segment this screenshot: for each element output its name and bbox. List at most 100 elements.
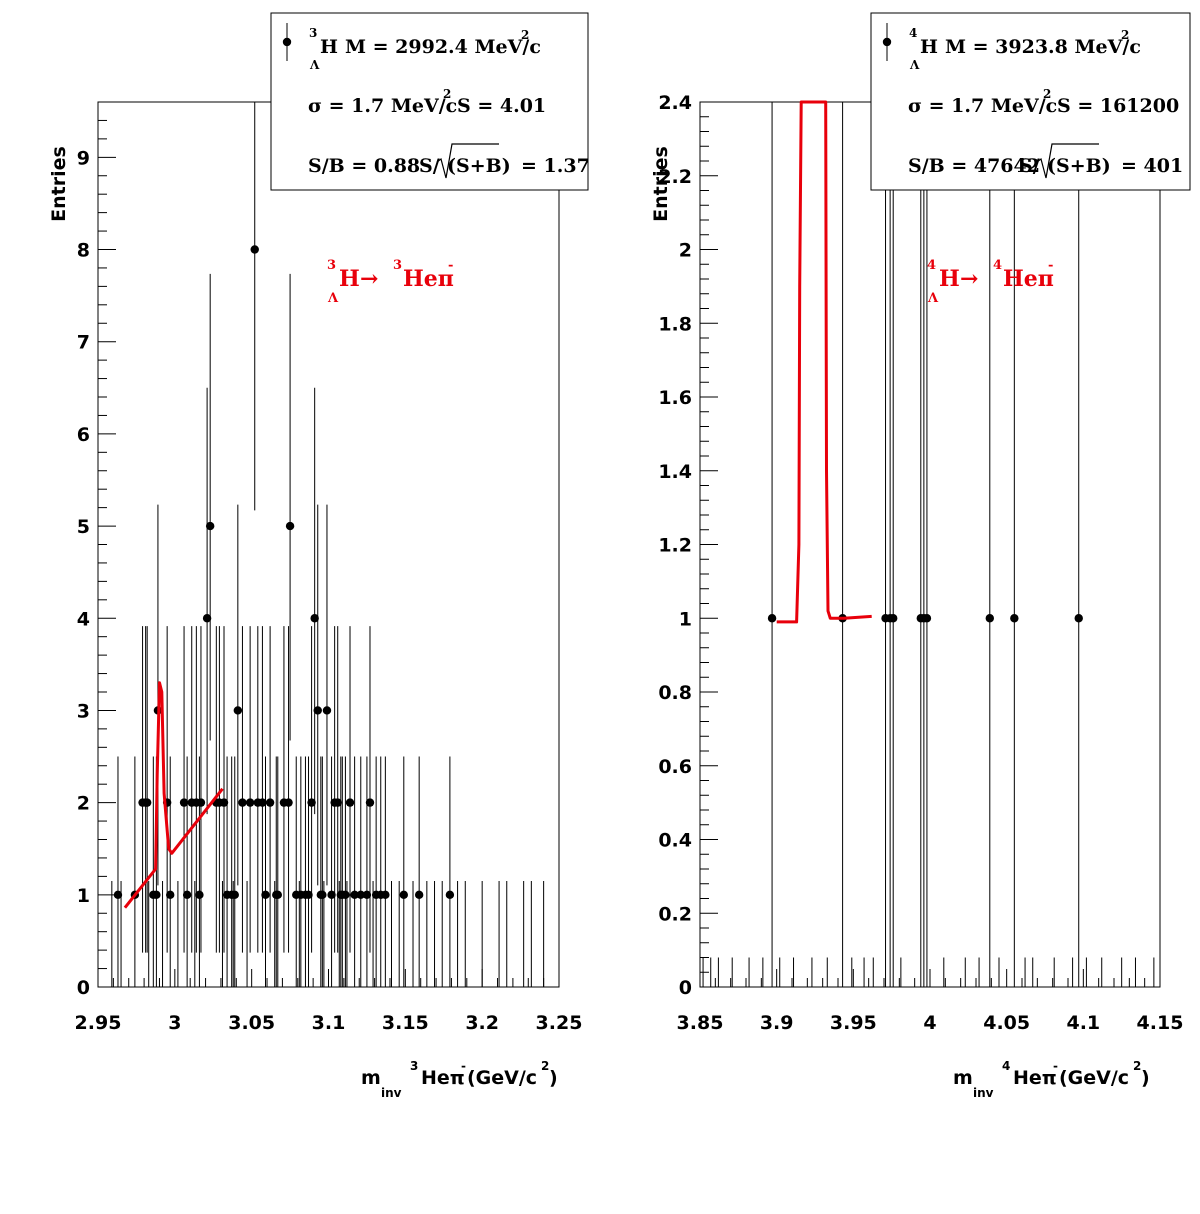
data-point: [445, 890, 455, 900]
x-title-inv: inv: [381, 1086, 402, 1100]
data-point: [889, 614, 898, 623]
data-point: [261, 890, 270, 900]
data-point: [250, 245, 259, 254]
reaction-charge: -: [1048, 258, 1053, 273]
x-title-nucleon: 4: [1002, 1059, 1010, 1073]
y-tick-label: 1: [77, 885, 90, 907]
x-title-particle: Heπ: [421, 1067, 465, 1089]
legend-sqrt-sign: [436, 143, 499, 179]
legend-lambda: Λ: [909, 58, 920, 72]
reaction-hypernucleus: H: [339, 266, 360, 292]
plot-frame: [699, 101, 1161, 988]
data-point: [356, 890, 365, 900]
y-tick-label: 5: [77, 516, 90, 538]
reaction-product-mass-number: 3: [393, 258, 402, 273]
legend-signal-background: S/B = 47642: [908, 155, 1040, 177]
data-point: [414, 890, 424, 900]
legend-sigma: σ = 1.7 MeV/c: [308, 95, 457, 117]
data-point: [152, 890, 161, 900]
y-tick-label: 0.2: [658, 903, 692, 925]
x-tick-label: 3.2: [465, 1012, 499, 1034]
x-tick-label: 3.05: [228, 1012, 275, 1034]
y-tick-label: 1.8: [658, 313, 692, 335]
x-tick-label: 3.85: [677, 1012, 724, 1034]
reaction-mass-number: 4: [927, 258, 936, 273]
legend-signal: S = 4.01: [457, 95, 546, 117]
data-point: [196, 798, 206, 807]
data-point: [285, 521, 295, 531]
y-tick-label: 1.6: [658, 387, 692, 409]
legend-marker-point: [882, 37, 892, 47]
data-point: [179, 798, 189, 807]
legend-sigma: σ = 1.7 MeV/c: [908, 95, 1057, 117]
y-tick-label: 1.2: [658, 535, 692, 557]
reaction-lambda: Λ: [927, 291, 939, 306]
legend-sigma-power: 2: [443, 87, 451, 101]
data-point: [922, 614, 932, 623]
legend-significance-prefix: S/: [1019, 155, 1040, 177]
data-point: [327, 890, 336, 900]
reaction-product: Heπ: [1003, 266, 1054, 292]
data-point: [350, 890, 359, 900]
y-tick-label: 0: [679, 977, 692, 999]
data-point: [238, 798, 247, 807]
legend-significance-root: (S+B): [447, 155, 511, 177]
data-point: [985, 614, 994, 623]
reaction-arrow: →: [360, 266, 378, 292]
y-tick-label: 8: [77, 240, 90, 262]
data-point: [310, 614, 319, 623]
x-title-unit: (GeV/c: [467, 1067, 537, 1089]
legend-marker-point: [282, 37, 292, 47]
x-title-unit-power: 2: [1133, 1059, 1141, 1073]
data-point: [318, 890, 327, 900]
x-tick-label: 4.15: [1137, 1012, 1184, 1034]
data-point: [284, 798, 293, 807]
data-point: [362, 890, 372, 900]
data-point: [258, 798, 267, 807]
legend-symbol: H: [920, 36, 938, 58]
data-point: [166, 890, 175, 900]
y-tick-label: 0.4: [658, 830, 692, 852]
data-point: [365, 798, 375, 807]
legend-mass: M = 3923.8 MeV/c: [945, 36, 1141, 58]
x-title-m: m: [953, 1067, 973, 1089]
data-point: [142, 798, 152, 807]
data-point: [1010, 614, 1019, 623]
data-point: [182, 890, 192, 900]
reaction-lambda: Λ: [327, 291, 339, 306]
legend-signal: S = 161200: [1057, 95, 1179, 117]
data-point: [265, 798, 275, 807]
legend-mass: M = 2992.4 MeV/c: [345, 36, 541, 58]
x-title-m: m: [361, 1067, 381, 1089]
x-tick-label: 4: [923, 1012, 936, 1034]
y-tick-label: 3: [77, 700, 90, 722]
y-axis-title: Entries: [48, 146, 70, 222]
data-point: [230, 890, 239, 900]
data-point: [345, 798, 355, 807]
legend-significance-value: = 401: [1121, 155, 1183, 177]
legend-mass-number: 3: [309, 26, 317, 40]
y-axis-title: Entries: [650, 146, 672, 222]
data-point: [205, 521, 215, 531]
reaction-mass-number: 3: [327, 258, 336, 273]
x-title-charge: -: [1053, 1059, 1058, 1073]
data-point: [233, 706, 243, 715]
x-tick-label: 4.05: [983, 1012, 1030, 1034]
y-tick-label: 0.6: [658, 756, 692, 778]
data-point: [307, 798, 316, 807]
data-point: [304, 890, 313, 900]
data-point: [245, 798, 255, 807]
x-title-close: ): [549, 1067, 558, 1089]
y-tick-label: 2.2: [658, 166, 692, 188]
x-tick-label: 3.95: [830, 1012, 877, 1034]
chart-panel-left: 0 1 2 3 4 5 6 7 8 9 2.95 3 3.05 3.1 3.15 3.2 3.25 Entries…: [48, 12, 590, 1100]
x-tick-label: 3.25: [536, 1012, 583, 1034]
legend-mass-number: 4: [909, 26, 917, 40]
y-tick-label: 6: [77, 424, 90, 446]
reaction-arrow: →: [960, 266, 978, 292]
